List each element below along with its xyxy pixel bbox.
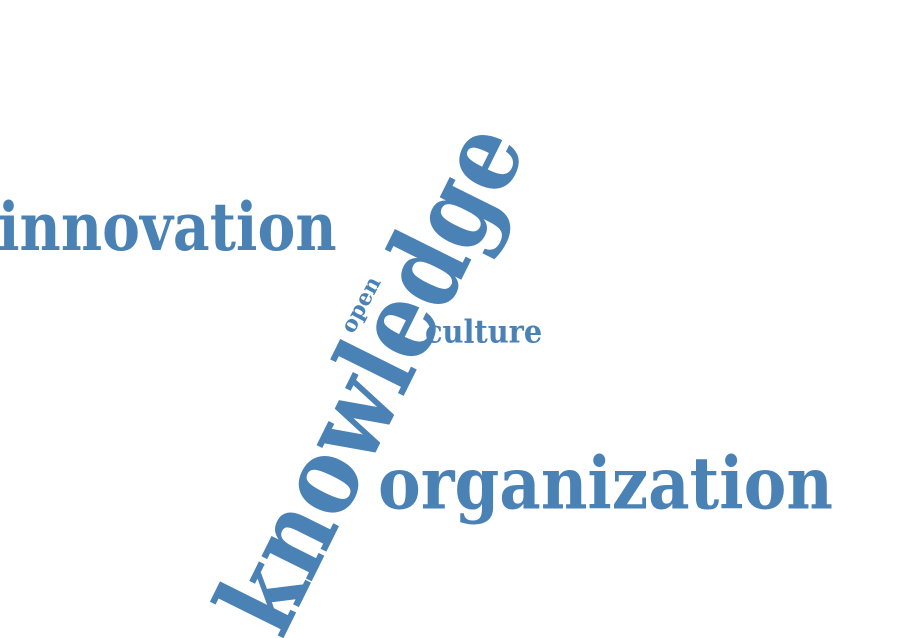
word-culture: culture (425, 312, 543, 351)
word-innovation: innovation (0, 187, 337, 266)
word-organization: organization (378, 440, 833, 526)
